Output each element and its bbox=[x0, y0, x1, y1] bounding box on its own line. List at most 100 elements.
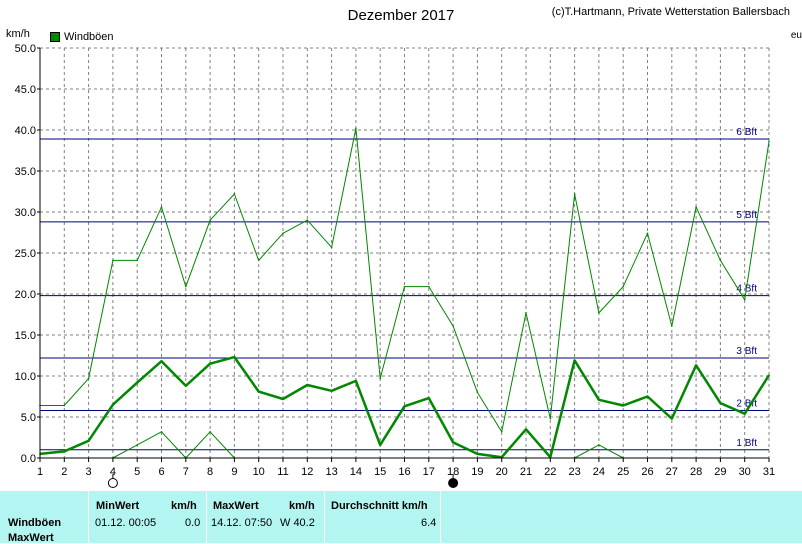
x-tick-label: 27 bbox=[666, 466, 678, 478]
data-point-max bbox=[185, 285, 187, 288]
x-tick-label: 25 bbox=[617, 466, 629, 478]
data-point-max bbox=[160, 206, 163, 208]
x-tick-label: 13 bbox=[325, 466, 337, 478]
x-tick-label: 11 bbox=[277, 466, 288, 478]
data-point-mean bbox=[185, 385, 187, 387]
stats-panel: Windböen MaxWert MinWert km/h 01.12. 00:… bbox=[0, 491, 802, 544]
new-moon-icon bbox=[107, 478, 118, 488]
avg-header: Durchschnitt km/h bbox=[331, 500, 428, 512]
data-point-mean bbox=[379, 444, 382, 446]
data-point-mean bbox=[355, 380, 357, 382]
right-edge-text: eu bbox=[790, 30, 802, 41]
data-point-min bbox=[209, 430, 211, 433]
stats-avg-column: Durchschnitt km/h 6.4 bbox=[324, 491, 441, 543]
beaufort-label: 5 Bft bbox=[736, 210, 757, 221]
x-tick-label: 17 bbox=[423, 466, 435, 478]
x-tick-label: 18 bbox=[447, 466, 459, 478]
data-point-mean bbox=[306, 384, 309, 386]
x-tick-label: 22 bbox=[544, 466, 556, 478]
stats-divider bbox=[440, 491, 442, 543]
x-tick-label: 4 bbox=[110, 466, 116, 478]
data-point-max bbox=[452, 325, 454, 327]
legend: Windböen bbox=[50, 31, 114, 43]
stats-max-column: MaxWert km/h 14.12. 07:50 W 40.2 bbox=[206, 491, 325, 543]
beaufort-label: 2 Bft bbox=[736, 398, 757, 409]
beaufort-label: 1 Bft bbox=[736, 438, 757, 449]
data-point-max bbox=[403, 285, 406, 288]
legend-label: Windböen bbox=[64, 31, 114, 43]
data-point-max bbox=[622, 285, 624, 288]
data-point-mean bbox=[209, 362, 211, 365]
data-point-mean bbox=[768, 374, 770, 376]
y-tick-label: 35.0 bbox=[15, 166, 36, 178]
axes: 0.0 5.0 10.0 15.0 20.0 25.0 30.0 35.0 40.0 45.0 50… bbox=[15, 43, 776, 478]
data-point-min bbox=[598, 444, 600, 446]
data-point-max bbox=[646, 232, 649, 235]
x-tick-label: 16 bbox=[398, 466, 410, 478]
data-point-max bbox=[63, 404, 66, 407]
y-tick-label: 5.0 bbox=[21, 412, 36, 424]
x-tick-label: 23 bbox=[568, 466, 580, 478]
data-point-max bbox=[233, 193, 236, 195]
data-point-max bbox=[549, 417, 552, 420]
y-tick-label: 20.0 bbox=[15, 289, 36, 301]
stats-row-label-maxwert: MaxWert bbox=[8, 532, 54, 544]
data-point-max bbox=[525, 312, 527, 314]
data-point-max bbox=[257, 259, 260, 262]
series bbox=[39, 127, 771, 459]
x-tick-label: 7 bbox=[183, 466, 189, 478]
data-point-max bbox=[136, 259, 138, 262]
x-tick-label: 19 bbox=[471, 466, 483, 478]
legend-swatch bbox=[50, 32, 60, 42]
data-point-max bbox=[428, 285, 430, 288]
x-tick-label: 24 bbox=[593, 466, 605, 478]
data-point-max bbox=[112, 259, 114, 262]
data-point-mean bbox=[476, 453, 479, 455]
data-point-mean bbox=[63, 450, 66, 453]
x-tick-label: 9 bbox=[231, 466, 237, 478]
data-point-min bbox=[160, 430, 163, 433]
x-tick-label: 2 bbox=[61, 466, 67, 478]
data-point-mean bbox=[525, 428, 527, 431]
min-unit-header: km/h bbox=[171, 500, 197, 512]
beaufort-label: 3 Bft bbox=[736, 346, 757, 357]
x-tick-label: 3 bbox=[86, 466, 92, 478]
x-tick-label: 21 bbox=[520, 466, 532, 478]
beaufort-label: 6 Bft bbox=[736, 127, 757, 138]
data-point-max bbox=[330, 246, 333, 249]
x-tick-label: 8 bbox=[207, 466, 213, 478]
max-unit-header: km/h bbox=[289, 500, 315, 512]
data-point-max bbox=[379, 377, 382, 380]
data-point-mean bbox=[136, 381, 138, 384]
x-tick-label: 10 bbox=[253, 466, 265, 478]
max-value: W 40.2 bbox=[280, 517, 315, 529]
x-tick-label: 30 bbox=[739, 466, 751, 478]
y-axis-unit: km/h bbox=[6, 28, 30, 40]
data-point-mean bbox=[719, 402, 722, 404]
grid bbox=[40, 47, 770, 458]
avg-value: 6.4 bbox=[421, 517, 437, 529]
data-point-mean bbox=[452, 441, 454, 444]
data-point-mean bbox=[282, 398, 284, 400]
full-moon-icon bbox=[448, 478, 459, 488]
data-point-max bbox=[573, 193, 576, 195]
data-point-mean bbox=[403, 405, 406, 408]
data-point-min bbox=[136, 444, 138, 446]
data-point-max bbox=[671, 325, 673, 327]
x-tick-label: 14 bbox=[350, 466, 362, 478]
data-point-max bbox=[500, 430, 503, 433]
x-tick-label: 26 bbox=[641, 466, 653, 478]
data-point-mean bbox=[257, 390, 260, 393]
min-header: MinWert bbox=[96, 500, 140, 512]
stats-row-label-windboeen: Windböen bbox=[8, 517, 62, 529]
data-point-max bbox=[282, 232, 284, 235]
data-point-mean bbox=[428, 397, 430, 399]
x-tick-label: 28 bbox=[690, 466, 702, 478]
y-tick-label: 15.0 bbox=[15, 330, 36, 342]
data-point-max bbox=[87, 377, 90, 380]
x-tick-label: 5 bbox=[134, 466, 140, 478]
data-point-max bbox=[355, 127, 357, 130]
y-tick-label: 30.0 bbox=[15, 207, 36, 219]
x-tick-label: 15 bbox=[374, 466, 386, 478]
data-point-max bbox=[768, 140, 770, 143]
